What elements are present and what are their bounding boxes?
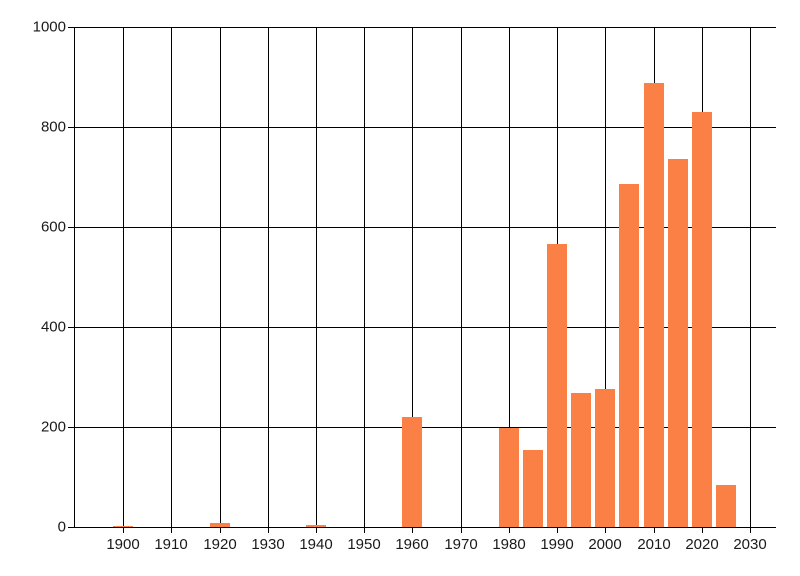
vertical-gridline — [268, 27, 269, 527]
vertical-gridline — [750, 27, 751, 527]
horizontal-gridline — [74, 327, 776, 328]
x-tick-label: 1920 — [203, 536, 237, 553]
y-tick-label: 0 — [57, 518, 66, 536]
x-tick-label: 1910 — [154, 536, 188, 553]
vertical-gridline — [364, 27, 365, 527]
x-tick-label: 1970 — [444, 536, 478, 553]
x-tick-label: 1980 — [492, 536, 526, 553]
horizontal-gridline — [74, 27, 776, 28]
x-tick-mark — [316, 528, 317, 533]
x-tick-label: 1900 — [106, 536, 140, 553]
vertical-gridline — [316, 27, 317, 527]
x-tick-label: 1960 — [395, 536, 429, 553]
bar-1990 — [547, 244, 568, 527]
x-tick-label: 2030 — [733, 536, 767, 553]
vertical-gridline — [123, 27, 124, 527]
x-tick-mark — [702, 528, 703, 533]
y-tick-label: 200 — [40, 418, 66, 436]
vertical-gridline — [171, 27, 172, 527]
x-tick-mark — [750, 528, 751, 533]
bar-1900 — [113, 525, 134, 527]
x-tick-mark — [268, 528, 269, 533]
x-tick-mark — [654, 528, 655, 533]
vertical-gridline — [605, 27, 606, 527]
x-tick-mark — [364, 528, 365, 533]
y-tick-mark — [68, 427, 74, 428]
x-tick-label: 1930 — [251, 536, 285, 553]
y-tick-mark — [68, 127, 74, 128]
x-tick-label: 1940 — [299, 536, 333, 553]
bar-1980 — [498, 428, 519, 527]
vertical-gridline — [509, 27, 510, 527]
y-tick-mark — [68, 227, 74, 228]
y-tick-label: 800 — [40, 118, 66, 136]
bar-1920 — [209, 523, 230, 527]
bar-1985 — [523, 449, 543, 527]
x-tick-label: 2010 — [637, 536, 671, 553]
x-tick-mark — [605, 528, 606, 533]
y-tick-mark — [68, 27, 74, 28]
x-tick-mark — [557, 528, 558, 533]
bar-1940 — [306, 525, 327, 527]
x-tick-mark — [220, 528, 221, 533]
x-tick-mark — [509, 528, 510, 533]
y-tick-mark — [68, 527, 74, 528]
x-axis-line — [74, 527, 776, 528]
x-tick-mark — [171, 528, 172, 533]
x-tick-mark — [123, 528, 124, 533]
y-tick-label: 1000 — [32, 18, 66, 36]
x-tick-label: 2020 — [685, 536, 719, 553]
vertical-gridline — [220, 27, 221, 527]
y-tick-mark — [68, 327, 74, 328]
vertical-gridline — [412, 27, 413, 527]
horizontal-gridline — [74, 127, 776, 128]
horizontal-gridline — [74, 427, 776, 428]
x-tick-label: 1990 — [540, 536, 574, 553]
bar-2010 — [643, 83, 664, 527]
y-tick-label: 600 — [40, 218, 66, 236]
bar-2015 — [667, 159, 688, 527]
x-tick-mark — [412, 528, 413, 533]
x-tick-label: 2000 — [588, 536, 622, 553]
bar-2025 — [715, 485, 736, 527]
x-tick-label: 1950 — [347, 536, 381, 553]
bar-2020 — [691, 112, 712, 527]
y-tick-label: 400 — [40, 318, 66, 336]
bar-1960 — [402, 417, 423, 527]
horizontal-gridline — [74, 227, 776, 228]
x-tick-mark — [461, 528, 462, 533]
bar-1995 — [571, 393, 592, 527]
vertical-gridline — [461, 27, 462, 527]
bar-2000 — [595, 389, 616, 527]
y-axis-line — [74, 27, 75, 528]
bar-2005 — [619, 184, 640, 527]
